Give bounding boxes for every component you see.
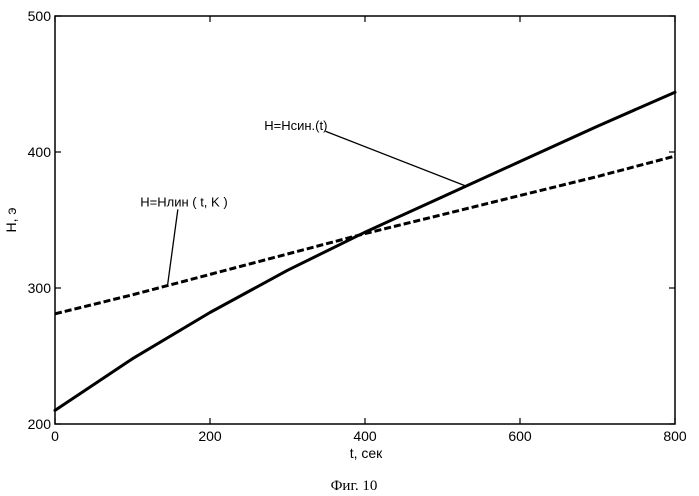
annotation-label: H=Hлин ( t, K ) [140, 194, 227, 209]
series-line-dashed [55, 156, 675, 314]
annotation-leader [167, 209, 177, 286]
y-tick-label: 200 [28, 416, 52, 432]
series-line-solid [55, 92, 675, 410]
annotation-label: H=Hсин.(t) [264, 118, 327, 133]
x-tick-label: 600 [508, 428, 532, 444]
figure-caption: Фиг. 10 [331, 478, 378, 494]
plot-frame [55, 16, 675, 424]
annotation-leader [325, 131, 465, 186]
y-tick-label: 500 [28, 8, 52, 24]
x-tick-label: 0 [51, 428, 59, 444]
series-group [55, 92, 675, 410]
x-axis-label: t, сек [350, 445, 383, 461]
y-tick-label: 300 [28, 280, 52, 296]
x-tick-label: 800 [663, 428, 687, 444]
axes: 0200400600800200300400500 [28, 8, 687, 444]
y-tick-label: 400 [28, 144, 52, 160]
x-tick-label: 400 [353, 428, 377, 444]
x-tick-label: 200 [198, 428, 222, 444]
y-axis-label: H, э [3, 207, 19, 232]
